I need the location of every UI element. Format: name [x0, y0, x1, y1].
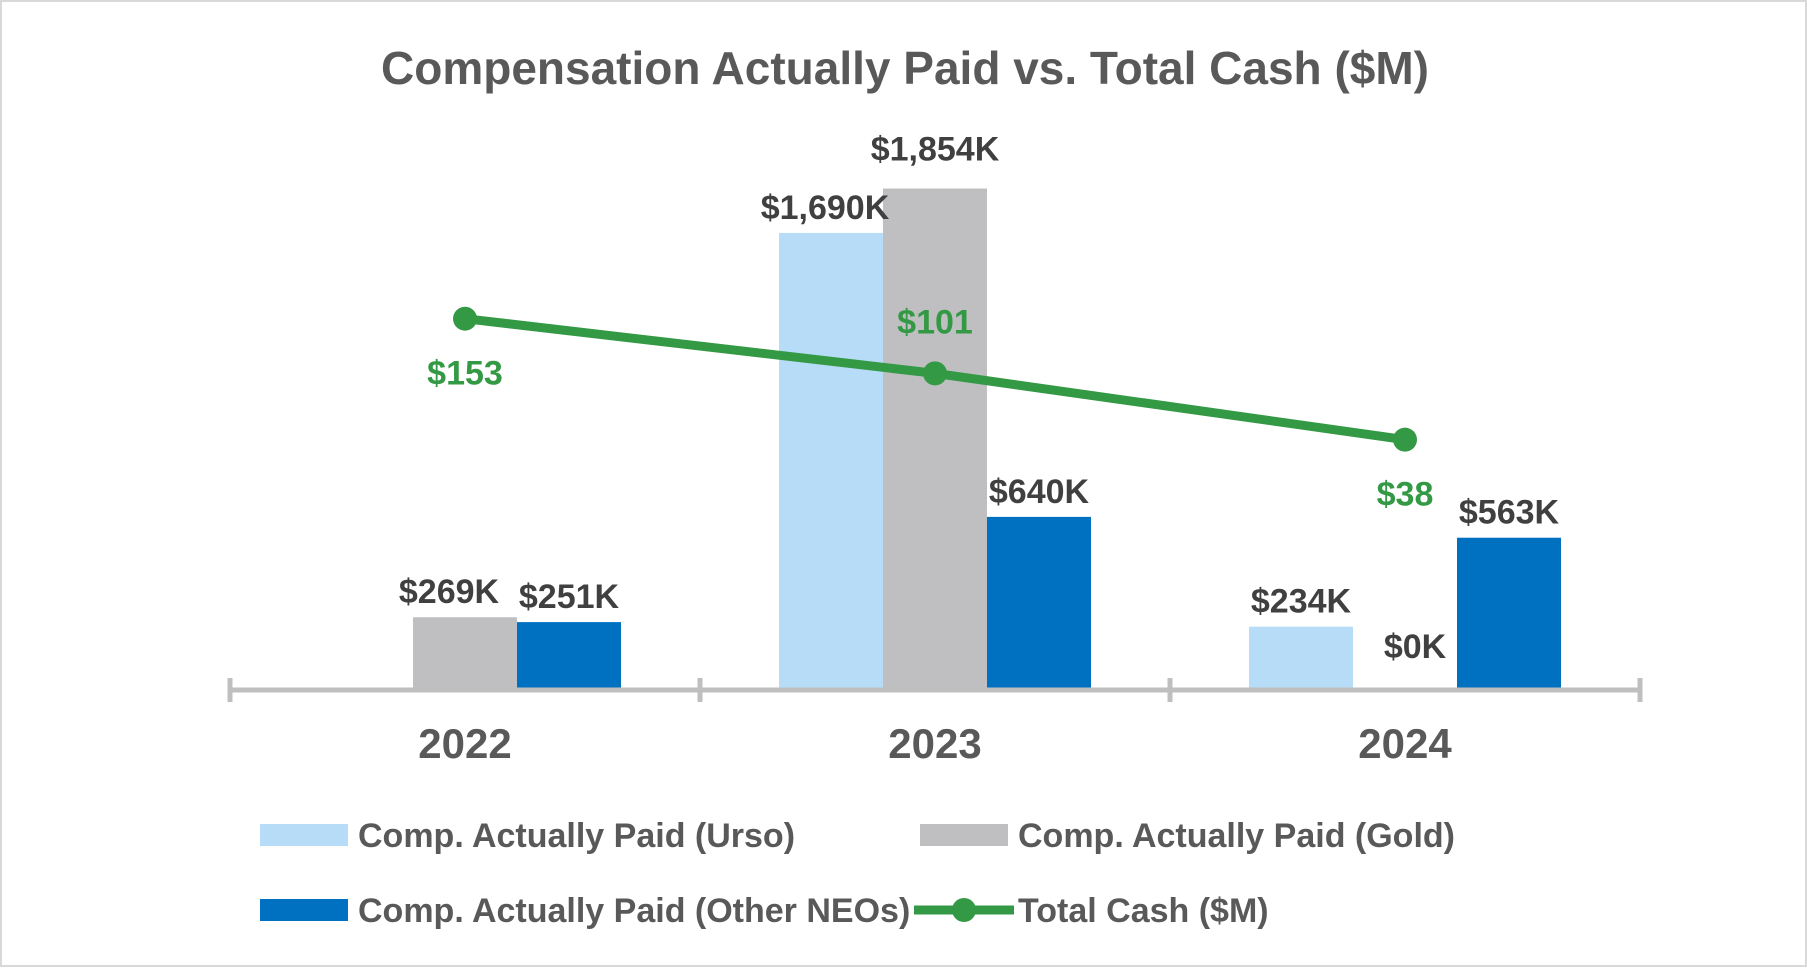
total-cash-point-2023: [923, 361, 947, 386]
x-tick-label-2024: 2024: [1358, 720, 1452, 767]
x-tick-label-2022: 2022: [418, 720, 511, 767]
bars-layer: [413, 188, 1561, 690]
chart-title: Compensation Actually Paid vs. Total Cas…: [381, 42, 1429, 94]
legend-swatch-1: [920, 824, 1008, 846]
legend-swatch-2: [260, 899, 348, 921]
x-axis: 2022 2023 2024: [227, 678, 1643, 767]
total-cash-point-2024: [1393, 427, 1417, 452]
bar-label-2023-series-1: $1,854K: [871, 131, 1000, 169]
bar-2023-series-2: [987, 516, 1091, 690]
legend-label-3: Total Cash ($M): [1018, 892, 1269, 930]
bar-2022-series-1: [413, 617, 517, 690]
bar-label-2024-series-2: $563K: [1459, 494, 1560, 532]
legend-swatch-0: [260, 824, 348, 846]
bar-label-2024-series-0: $234K: [1251, 583, 1352, 621]
bar-2023-series-0: [779, 232, 883, 690]
bar-2024-series-0: [1249, 626, 1353, 690]
total-cash-point-2022: [453, 306, 477, 331]
bar-2023-series-1: [883, 188, 987, 690]
x-tick-label-2023: 2023: [888, 720, 981, 767]
bar-label-2024-series-1: $0K: [1384, 628, 1447, 666]
legend-label-2: Comp. Actually Paid (Other NEOs): [358, 892, 910, 930]
total-cash-label-2022: $153: [427, 355, 503, 393]
bar-label-2022-series-2: $251K: [519, 578, 620, 616]
legend-label-1: Comp. Actually Paid (Gold): [1018, 817, 1455, 855]
line-layer: [453, 306, 1417, 452]
legend-marker-3: [952, 898, 976, 922]
bar-label-2022-series-1: $269K: [399, 573, 500, 611]
total-cash-label-2024: $38: [1377, 476, 1434, 514]
legend: Comp. Actually Paid (Urso) Comp. Actually…: [260, 817, 1455, 930]
bar-label-2023-series-2: $640K: [989, 473, 1090, 511]
bar-label-2023-series-0: $1,690K: [761, 189, 890, 227]
total-cash-label-2023: $101: [897, 303, 973, 341]
data-labels-layer: $1,690K $234K $269K $1,854K $0K $251K $640K $56…: [399, 131, 1560, 666]
legend-label-0: Comp. Actually Paid (Urso): [358, 817, 795, 855]
bar-2024-series-2: [1457, 537, 1561, 690]
bar-2022-series-2: [517, 622, 621, 690]
